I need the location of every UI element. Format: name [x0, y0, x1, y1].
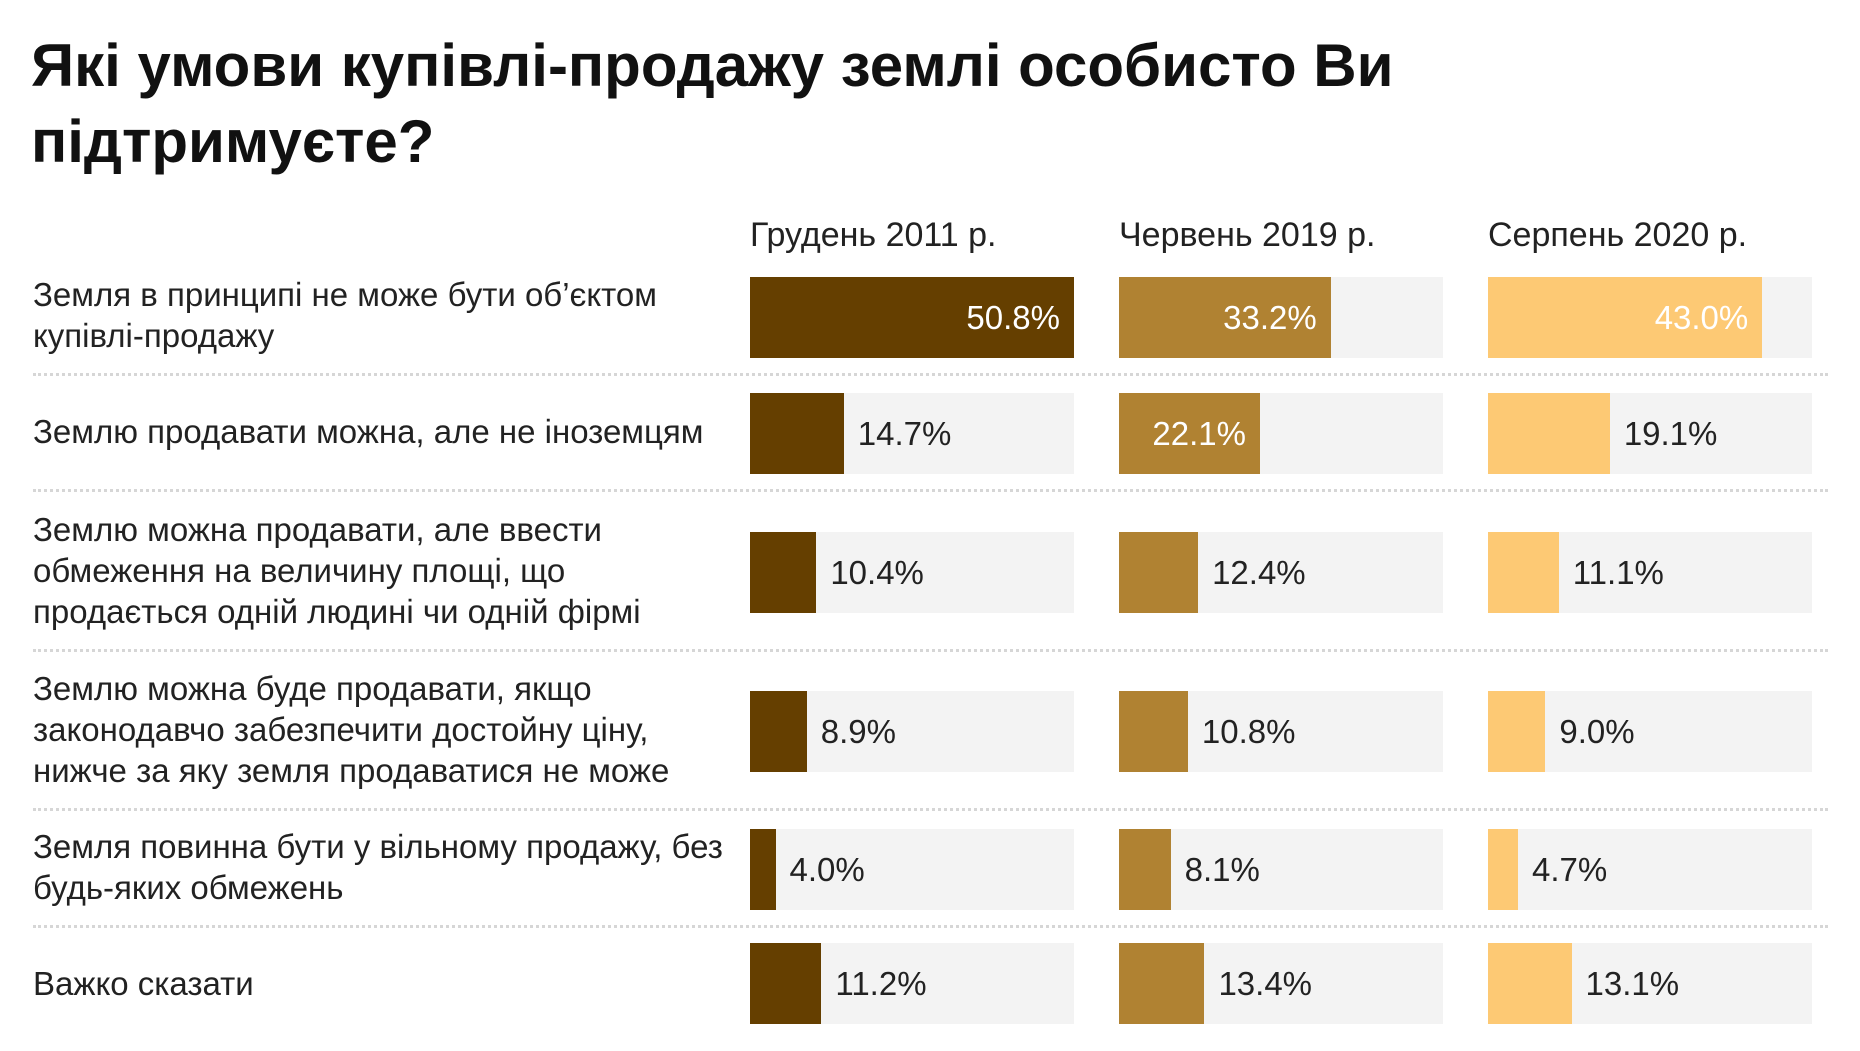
bar-track: 43.0%: [1488, 277, 1812, 358]
category-label: Землю продавати можна, але не іноземцям: [33, 412, 704, 450]
bar: [750, 829, 776, 910]
bar: [1488, 532, 1559, 613]
bar-track: 13.4%: [1119, 943, 1443, 1024]
data-label: 9.0%: [1559, 713, 1635, 750]
data-label: 8.9%: [820, 713, 896, 750]
bar: [1488, 277, 1763, 358]
bar: [750, 277, 1074, 358]
bar-track: 8.1%: [1119, 829, 1443, 910]
bar-track: 19.1%: [1488, 393, 1812, 474]
bar-track: 50.8%: [750, 277, 1074, 358]
data-label: 11.2%: [835, 965, 927, 1002]
bar: [750, 691, 807, 772]
bar-track: 12.4%: [1119, 532, 1443, 613]
data-label: 4.0%: [789, 851, 865, 888]
data-label: 13.4%: [1218, 965, 1313, 1002]
data-label: 22.1%: [1152, 415, 1246, 452]
column-header: Грудень 2011 р.: [750, 216, 997, 254]
data-label: 12.4%: [1212, 554, 1306, 591]
bar: [1119, 393, 1260, 474]
data-label: 10.8%: [1201, 713, 1296, 750]
bar-track: 9.0%: [1488, 691, 1812, 772]
chart-title: Які умови купівлі-продажу землі особисто…: [31, 32, 1394, 175]
category-label: Землю можна буде продавати, якщо законод…: [33, 669, 670, 789]
row-divider: [33, 489, 1828, 492]
bar: [1488, 393, 1610, 474]
column-header: Серпень 2020 р.: [1488, 216, 1748, 254]
bar: [1119, 277, 1331, 358]
bar: [750, 532, 817, 613]
row-divider: [33, 808, 1828, 811]
category-label: Земля повинна бути у вільному продажу, б…: [33, 828, 723, 906]
data-label: 33.2%: [1223, 299, 1317, 336]
bar: [1488, 829, 1518, 910]
data-label: 43.0%: [1654, 299, 1749, 336]
bar-track: 22.1%: [1119, 393, 1443, 474]
column-header: Червень 2019 р.: [1119, 216, 1376, 254]
bar: [1119, 691, 1188, 772]
category-label: Земля в принципі не може бути об’єктом к…: [33, 276, 657, 354]
category-label: Важко сказати: [33, 965, 254, 1002]
category-label: Землю можна продавати, але ввести обмеже…: [33, 510, 641, 630]
bar-track: 8.9%: [750, 691, 1074, 772]
bar: [1119, 943, 1205, 1024]
data-label: 19.1%: [1623, 415, 1718, 452]
data-label: 11.1%: [1572, 554, 1664, 591]
row-divider: [33, 925, 1828, 928]
data-label: 50.8%: [966, 299, 1060, 336]
bar-track: 33.2%: [1119, 277, 1443, 358]
bar-track: 10.4%: [750, 532, 1074, 613]
bar-track: 13.1%: [1488, 943, 1812, 1024]
bar: [1488, 691, 1546, 772]
bar-track: 10.8%: [1119, 691, 1443, 772]
bar-track: 4.0%: [750, 829, 1074, 910]
bar-track: 11.2%: [750, 943, 1074, 1024]
bar: [1488, 943, 1572, 1024]
bar: [750, 943, 822, 1024]
data-label: 10.4%: [830, 554, 924, 591]
row-divider: [33, 373, 1828, 376]
bar-track: 14.7%: [750, 393, 1074, 474]
data-label: 8.1%: [1184, 851, 1260, 888]
bar-track: 4.7%: [1488, 829, 1812, 910]
data-label: 13.1%: [1585, 965, 1680, 1002]
data-label: 4.7%: [1531, 851, 1608, 888]
bar: [750, 393, 844, 474]
bar: [1119, 532, 1199, 613]
bar: [1119, 829, 1171, 910]
data-label: 14.7%: [857, 415, 952, 452]
row-divider: [33, 649, 1828, 652]
bar-track: 11.1%: [1488, 532, 1812, 613]
